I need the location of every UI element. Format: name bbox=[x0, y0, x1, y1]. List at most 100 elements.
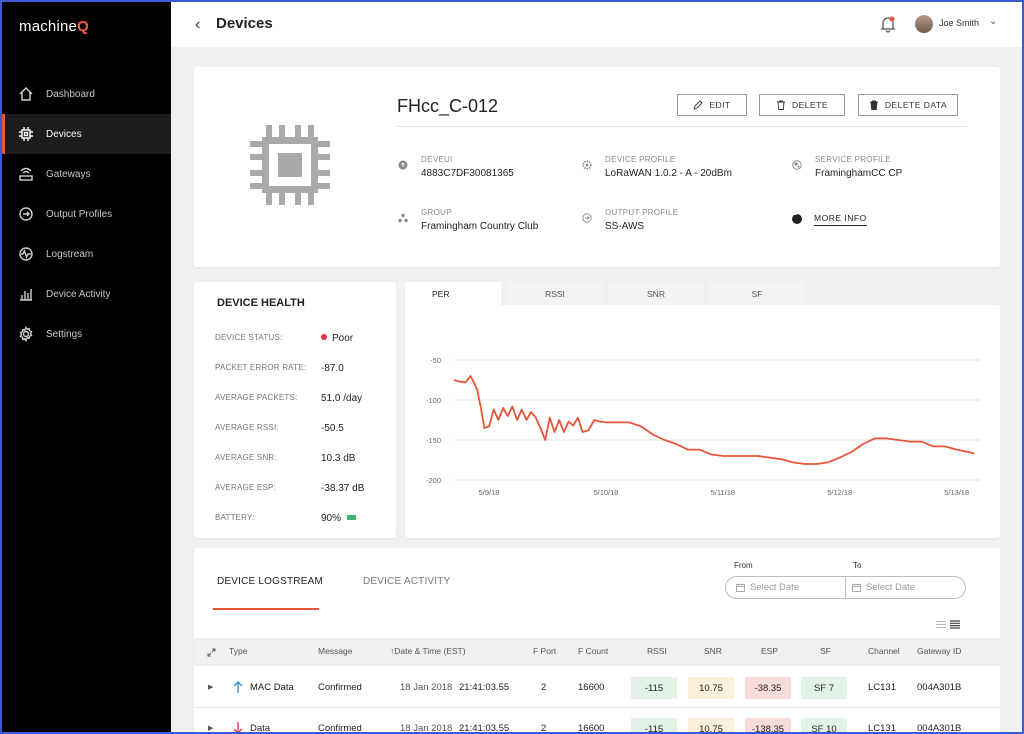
type-cell: MAC Data bbox=[250, 682, 294, 693]
health-value: -38.37 dB bbox=[321, 483, 365, 494]
per-line-chart: -50 -100 -150 -200 5/9/18 5/10/18 5/11/18 5/12/… bbox=[426, 356, 980, 497]
channel-cell: LC131 bbox=[868, 682, 896, 693]
divider bbox=[397, 126, 967, 127]
y-tick-label: -100 bbox=[426, 396, 441, 405]
esp-cell: -138.35 bbox=[745, 718, 791, 734]
snr-cell: 10.75 bbox=[688, 718, 734, 734]
frame-border bbox=[171, 732, 1024, 734]
x-tick-label: 5/12/18 bbox=[827, 488, 852, 497]
column-header[interactable]: ↑Date & Time (EST) bbox=[390, 646, 466, 656]
column-header[interactable]: ESP bbox=[761, 646, 779, 656]
chevron-down-icon[interactable]: ⌄ bbox=[989, 16, 998, 27]
sidebar-item-label: Device Activity bbox=[46, 288, 111, 300]
to-date-input[interactable]: Select Date bbox=[852, 582, 915, 593]
from-label: From bbox=[734, 561, 753, 570]
sidebar-item-label: Settings bbox=[46, 328, 83, 340]
message-cell: Confirmed bbox=[318, 682, 362, 693]
x-tick-label: 5/13/18 bbox=[944, 488, 969, 497]
expand-all-icon[interactable] bbox=[207, 648, 216, 657]
tab-per[interactable]: PER bbox=[405, 282, 501, 305]
delete-button[interactable]: DELETE bbox=[759, 94, 845, 116]
rssi-cell: -115 bbox=[631, 677, 677, 699]
time-cell: 21:41:03.55 bbox=[459, 682, 510, 693]
column-header[interactable]: F Port bbox=[533, 646, 557, 656]
sidebar-nav: Dashboard Devices Gateways Output Profil… bbox=[2, 74, 171, 354]
edit-button[interactable]: EDIT bbox=[677, 94, 747, 116]
tab-snr[interactable]: SNR bbox=[608, 282, 704, 305]
sidebar-item-settings[interactable]: Settings bbox=[2, 314, 171, 354]
frame-border bbox=[1022, 0, 1024, 734]
expand-row-icon[interactable]: ▶ bbox=[208, 725, 214, 732]
more-info-link[interactable]: MORE INFO bbox=[814, 213, 867, 226]
x-tick-label: 5/9/18 bbox=[479, 488, 500, 497]
column-header[interactable]: RSSI bbox=[647, 646, 667, 656]
to-placeholder: Select Date bbox=[866, 582, 916, 593]
notification-bell-icon[interactable] bbox=[879, 15, 897, 33]
x-tick-label: 5/10/18 bbox=[593, 488, 618, 497]
output-profile-value: SS-AWS bbox=[605, 221, 645, 232]
sort-arrow-icon: ↑ bbox=[390, 646, 395, 656]
column-header[interactable]: SNR bbox=[704, 646, 722, 656]
sidebar-item-devices[interactable]: Devices bbox=[2, 114, 171, 154]
sidebar-item-label: Output Profiles bbox=[46, 208, 113, 220]
gear-icon bbox=[19, 326, 33, 342]
device-chip-icon bbox=[250, 125, 330, 205]
column-header[interactable]: F Count bbox=[578, 646, 609, 656]
fport-cell: 2 bbox=[541, 723, 547, 734]
health-row-status: DEVICE STATUS: Poor bbox=[215, 333, 385, 347]
fcount-cell: 16600 bbox=[578, 723, 605, 734]
health-row-rssi: AVERAGE RSSI: -50.5 bbox=[215, 423, 385, 437]
channel-cell: LC131 bbox=[868, 723, 896, 734]
bar-chart-icon bbox=[20, 289, 32, 301]
calendar-icon bbox=[852, 583, 861, 592]
compact-view-icon[interactable] bbox=[936, 620, 946, 629]
avatar[interactable] bbox=[915, 15, 933, 33]
column-header[interactable]: Channel bbox=[868, 646, 900, 656]
back-arrow-icon[interactable]: ‹ bbox=[195, 16, 201, 33]
health-value: 10.3 dB bbox=[321, 453, 356, 464]
to-label: To bbox=[853, 561, 862, 570]
device-health-title: DEVICE HEALTH bbox=[217, 297, 305, 309]
sidebar: machineQ Dashboard Devices Gateways Outp… bbox=[0, 0, 171, 734]
settings-icon bbox=[582, 160, 592, 170]
more-icon[interactable] bbox=[792, 212, 802, 224]
sidebar-item-label: Gateways bbox=[46, 168, 91, 180]
column-header[interactable]: SF bbox=[820, 646, 831, 656]
list-view-icon[interactable] bbox=[950, 620, 960, 629]
pencil-icon bbox=[693, 100, 703, 110]
page-title: Devices bbox=[216, 15, 273, 32]
sidebar-item-logstream[interactable]: Logstream bbox=[2, 234, 171, 274]
per-series-line bbox=[453, 375, 975, 465]
delete-data-button[interactable]: DELETE DATA bbox=[858, 94, 958, 116]
column-header[interactable]: Type bbox=[229, 646, 248, 656]
table-row[interactable]: ▶ MAC Data Confirmed 18 Jan 2018 21:41:0… bbox=[194, 668, 1000, 708]
message-cell: Confirmed bbox=[318, 723, 362, 734]
expand-row-icon[interactable]: ▶ bbox=[208, 684, 214, 691]
health-key: PACKET ERROR RATE: bbox=[215, 363, 307, 372]
sidebar-item-gateways[interactable]: Gateways bbox=[2, 154, 171, 194]
sf-cell: SF 7 bbox=[801, 677, 847, 699]
app-logo[interactable]: machineQ bbox=[19, 18, 89, 35]
active-tab-indicator bbox=[213, 608, 319, 610]
deveui-value: 4883C7DF30081365 bbox=[421, 168, 514, 179]
sf-cell: SF 10 bbox=[801, 718, 847, 734]
battery-icon bbox=[347, 515, 357, 520]
divider bbox=[845, 577, 846, 598]
sidebar-item-dashboard[interactable]: Dashboard bbox=[2, 74, 171, 114]
user-name[interactable]: Joe Smith bbox=[939, 18, 980, 28]
column-header[interactable]: Message bbox=[318, 646, 353, 656]
tab-device-activity[interactable]: DEVICE ACTIVITY bbox=[363, 576, 451, 587]
top-bar: ‹ Devices Joe Smith ⌄ bbox=[171, 0, 1024, 47]
logstream-icon bbox=[19, 247, 33, 261]
from-date-input[interactable]: Select Date bbox=[736, 582, 799, 593]
sidebar-item-output-profiles[interactable]: Output Profiles bbox=[2, 194, 171, 234]
table-row[interactable]: ▶ Data Confirmed 18 Jan 2018 21:41:03.55… bbox=[194, 709, 1000, 734]
output-icon bbox=[19, 207, 33, 221]
tab-device-logstream[interactable]: DEVICE LOGSTREAM bbox=[217, 576, 323, 587]
tab-rssi[interactable]: RSSI bbox=[507, 282, 603, 305]
sidebar-item-device-activity[interactable]: Device Activity bbox=[2, 274, 171, 314]
tab-sf[interactable]: SF bbox=[709, 282, 805, 305]
column-header[interactable]: Gateway ID bbox=[917, 646, 962, 656]
gateway-cell: 004A301B bbox=[917, 723, 962, 734]
service-profile-value: FraminghamCC CP bbox=[815, 168, 903, 179]
